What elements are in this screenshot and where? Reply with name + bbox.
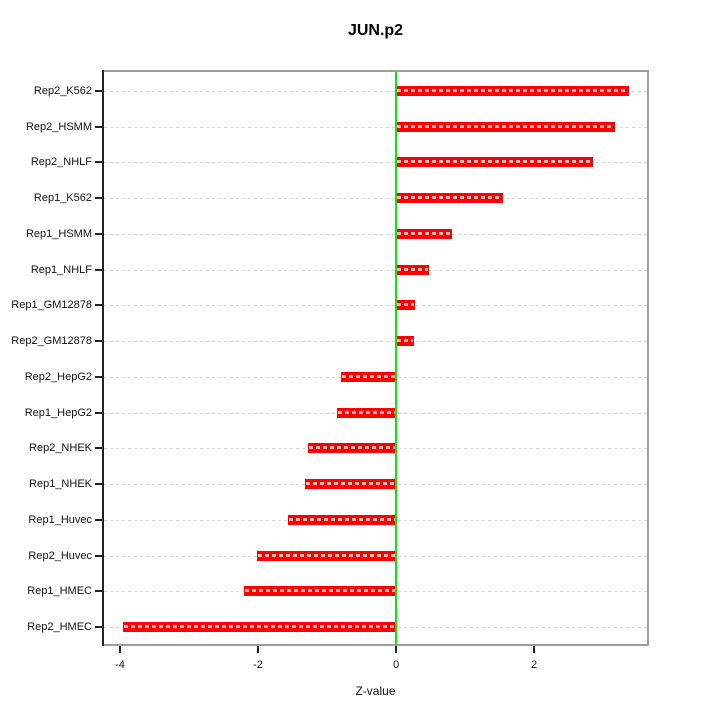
- category-label: Rep1_GM12878: [11, 299, 92, 311]
- x-axis-tick: [533, 646, 535, 653]
- row-gridline: [104, 127, 647, 128]
- y-axis-tick: [95, 590, 102, 592]
- y-axis-tick: [95, 447, 102, 449]
- y-axis-tick: [95, 197, 102, 199]
- row-gridline: [104, 341, 647, 342]
- x-axis-tick: [257, 646, 259, 653]
- y-axis-tick: [95, 555, 102, 557]
- row-gridline: [104, 198, 647, 199]
- category-label: Rep1_HMEC: [27, 585, 92, 597]
- row-gridline: [104, 305, 647, 306]
- category-label: Rep1_K562: [33, 192, 92, 204]
- category-label: Rep1_HepG2: [24, 407, 92, 419]
- zero-reference-line: [395, 70, 397, 646]
- x-tick-label: -4: [115, 659, 125, 671]
- x-tick-label: 2: [530, 659, 538, 671]
- y-axis-tick: [95, 269, 102, 271]
- x-axis-tick: [119, 646, 121, 653]
- category-label: Rep2_HMEC: [27, 621, 92, 633]
- category-label: Rep1_NHLF: [30, 264, 92, 276]
- y-axis-tick: [95, 161, 102, 163]
- y-axis-tick: [95, 233, 102, 235]
- category-label: Rep1_NHEK: [29, 478, 92, 490]
- category-label: Rep2_Huvec: [28, 550, 92, 562]
- y-axis-tick: [95, 412, 102, 414]
- x-axis-label: Z-value: [355, 684, 396, 698]
- bar: [244, 586, 396, 596]
- bar: [256, 551, 396, 561]
- y-axis-tick: [95, 90, 102, 92]
- category-label: Rep2_GM12878: [11, 335, 92, 347]
- bar: [336, 408, 396, 418]
- bar: [396, 265, 430, 275]
- bar: [341, 372, 396, 382]
- x-tick-label: 0: [392, 659, 400, 671]
- bar: [396, 122, 615, 132]
- row-gridline: [104, 234, 647, 235]
- y-axis-tick: [95, 126, 102, 128]
- bar: [396, 300, 416, 310]
- y-axis-tick: [95, 626, 102, 628]
- bar: [396, 157, 593, 167]
- plot-area: Rep2_K562 Rep2_HSMM Rep2_NHLF Rep1_K562 Rep1…: [11, 70, 649, 671]
- bar: [396, 229, 452, 239]
- row-gridline: [104, 270, 647, 271]
- row-gridline: [104, 91, 647, 92]
- category-label: Rep1_Huvec: [28, 514, 92, 526]
- x-tick-label: -2: [253, 659, 263, 671]
- x-axis-tick: [395, 646, 397, 653]
- category-label: Rep2_NHLF: [30, 156, 92, 168]
- category-label: Rep2_K562: [33, 85, 92, 97]
- category-label: Rep2_HepG2: [24, 371, 92, 383]
- bar: [308, 443, 396, 453]
- category-label: Rep1_HSMM: [25, 228, 92, 240]
- row-gridline: [104, 162, 647, 163]
- bar: [396, 193, 503, 203]
- y-axis-tick: [95, 304, 102, 306]
- category-label: Rep2_NHEK: [29, 442, 92, 454]
- y-axis-tick: [95, 340, 102, 342]
- y-axis-line: [102, 70, 104, 646]
- bar: [396, 336, 414, 346]
- plot-border-bottom: [102, 644, 649, 646]
- y-axis-tick: [95, 376, 102, 378]
- bar: [288, 515, 396, 525]
- chart-title: JUN.p2: [347, 22, 404, 39]
- category-label: Rep2_HSMM: [25, 121, 92, 133]
- plot-border-right: [647, 70, 649, 646]
- plot-border-top: [102, 70, 649, 72]
- y-axis-tick: [95, 483, 102, 485]
- bar: [123, 622, 396, 632]
- bar: [396, 86, 629, 96]
- bar: [304, 479, 396, 489]
- y-axis-tick: [95, 519, 102, 521]
